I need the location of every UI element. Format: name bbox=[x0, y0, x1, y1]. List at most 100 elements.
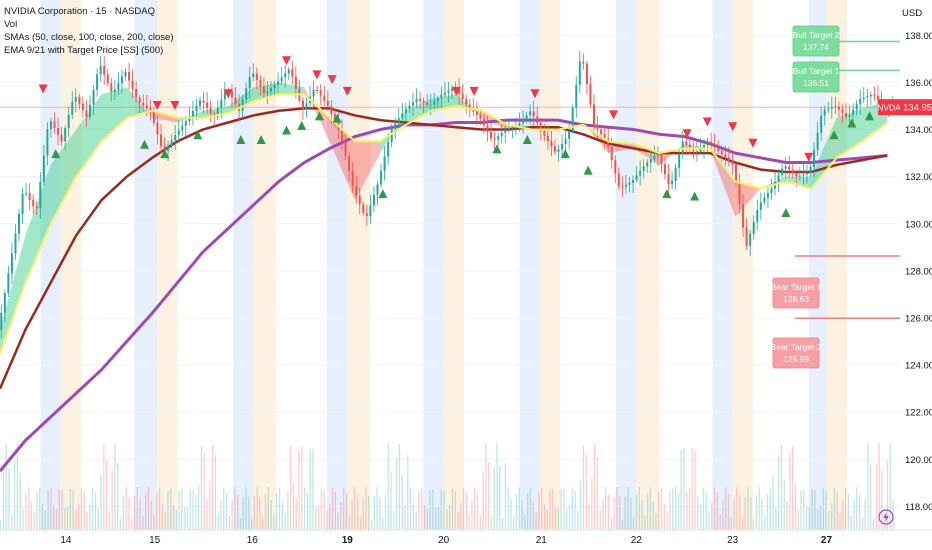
volume-bar bbox=[858, 494, 861, 530]
candle-body bbox=[67, 114, 70, 129]
volume-bar bbox=[694, 450, 696, 530]
price-tick-label: 134.00 bbox=[905, 125, 932, 136]
candle-body bbox=[181, 125, 184, 131]
volume-bar bbox=[239, 518, 242, 530]
price-tick-label: 126.00 bbox=[905, 314, 932, 325]
lightning-icon[interactable] bbox=[878, 509, 894, 525]
candle-body bbox=[710, 141, 713, 145]
ticker-badge-label: NVDA bbox=[877, 103, 901, 113]
candle-body bbox=[301, 100, 304, 110]
volume-bar bbox=[713, 487, 716, 530]
time-tick-label: 15 bbox=[149, 535, 161, 546]
volume-bar bbox=[172, 504, 175, 530]
session-band bbox=[134, 0, 158, 530]
candle-body bbox=[159, 134, 162, 147]
volume-bar bbox=[33, 513, 35, 530]
candle-body bbox=[394, 123, 397, 129]
candle-body bbox=[110, 83, 113, 92]
volume-bar bbox=[429, 490, 431, 530]
volume-bar bbox=[92, 487, 94, 530]
volume-bar bbox=[97, 507, 99, 530]
candle-body bbox=[42, 155, 45, 182]
volume-bar bbox=[649, 487, 652, 530]
legend-ema[interactable]: EMA 9/21 with Target Price [SS] (500) bbox=[4, 45, 164, 56]
legend-vol[interactable]: Vol bbox=[4, 19, 18, 30]
candle-body bbox=[745, 227, 748, 246]
price-tick-label: 128.00 bbox=[905, 266, 932, 277]
candle-body bbox=[316, 89, 319, 91]
candle-body bbox=[603, 134, 606, 139]
candle-body bbox=[64, 128, 67, 142]
volume-bar bbox=[529, 487, 532, 530]
volume-bar bbox=[599, 509, 601, 530]
volume-bar bbox=[778, 455, 780, 530]
volume-bar bbox=[178, 490, 180, 530]
volume-bar bbox=[630, 497, 632, 530]
volume-bar bbox=[426, 509, 428, 530]
candle-body bbox=[369, 205, 372, 217]
volume-bar bbox=[192, 489, 194, 530]
volume-bar bbox=[641, 499, 643, 530]
volume-bar bbox=[842, 501, 844, 530]
bull-target-2: Bull Target 2 137.74 bbox=[792, 25, 840, 57]
volume-bar bbox=[231, 499, 233, 530]
volume-bar bbox=[566, 508, 568, 530]
volume-bar bbox=[610, 517, 613, 530]
ema-cloud-segment bbox=[735, 181, 761, 217]
candle-body bbox=[827, 108, 830, 110]
volume-bar bbox=[591, 477, 593, 530]
volume-bar bbox=[493, 466, 495, 530]
candle-body bbox=[578, 61, 581, 85]
volume-bar bbox=[2, 464, 5, 530]
candle-body bbox=[497, 136, 500, 140]
volume-bar bbox=[485, 443, 487, 530]
candle-body bbox=[241, 99, 244, 111]
buy-signal-marker bbox=[140, 139, 150, 149]
buy-signal-marker bbox=[781, 208, 791, 217]
candle-body bbox=[781, 168, 784, 176]
candle-body bbox=[223, 90, 226, 100]
price-axis-panel[interactable]: USD bbox=[900, 0, 932, 530]
volume-bar bbox=[454, 491, 456, 530]
volume-bar bbox=[234, 487, 236, 530]
candle-body bbox=[18, 213, 21, 234]
volume-bar bbox=[317, 506, 320, 530]
candle-body bbox=[372, 194, 375, 206]
volume-bar bbox=[881, 469, 883, 530]
bull-target-1-value: 136.51 bbox=[803, 78, 829, 88]
volume-bar bbox=[117, 463, 119, 530]
volume-bar bbox=[680, 449, 682, 530]
volume-bar bbox=[889, 443, 891, 530]
candle-body bbox=[475, 111, 478, 115]
legend-symbol[interactable]: NVIDIA Corporation · 15 · NASDAQ bbox=[4, 6, 155, 17]
volume-bar bbox=[831, 503, 833, 530]
volume-bar bbox=[471, 500, 473, 530]
session-band bbox=[540, 0, 561, 530]
candle-body bbox=[397, 118, 400, 124]
ema-21-line bbox=[0, 93, 888, 354]
candle-body bbox=[486, 125, 489, 132]
volume-bar bbox=[343, 487, 345, 530]
candle-body bbox=[731, 160, 734, 164]
volume-bar bbox=[315, 508, 317, 530]
volume-bar bbox=[200, 446, 203, 530]
bull-target-2-box bbox=[792, 25, 840, 57]
legend-smas[interactable]: SMAs (50, close, 100, close, 200, close) bbox=[4, 32, 174, 43]
volume-bar bbox=[730, 516, 732, 530]
candle-body bbox=[795, 172, 798, 177]
buy-signal-marker bbox=[51, 149, 61, 159]
price-badges: NVDA 134.95 bbox=[877, 99, 932, 116]
candle-body bbox=[699, 148, 702, 152]
volume-bar bbox=[864, 497, 866, 530]
volume-bar bbox=[755, 495, 758, 530]
volume-bar bbox=[878, 443, 880, 530]
candle-body bbox=[184, 121, 187, 126]
volume-bar bbox=[750, 497, 752, 530]
candle-body bbox=[78, 97, 81, 104]
volume-bar bbox=[150, 500, 152, 530]
volume-bar bbox=[811, 489, 813, 530]
sell-signal-marker bbox=[38, 84, 48, 94]
volume-bar bbox=[80, 488, 83, 530]
volume-bar bbox=[764, 516, 766, 530]
